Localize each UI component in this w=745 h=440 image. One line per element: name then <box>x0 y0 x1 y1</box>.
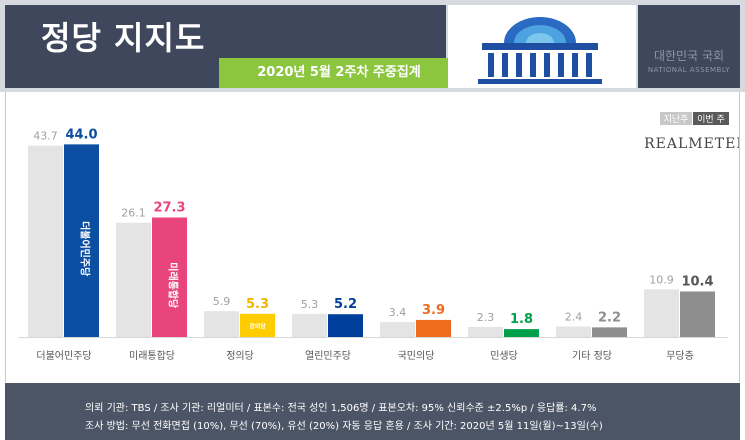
value-label-prev: 5.3 <box>301 298 319 311</box>
value-label-prev: 10.9 <box>649 273 674 286</box>
bar-prev-week <box>380 322 415 337</box>
chart-frame: 지난주 이번 주 REALMETER 43.7 44.0 더불어민주당 더불어민주당 26.1… <box>5 92 740 382</box>
header: 정당 지지도 2020년 5월 2주차 주중집계 대한민국 국회 NATIONA… <box>0 0 745 92</box>
survey-info-line-2: 조사 방법: 무선 전화면접 (10%), 무선 (70%), 유선 (20%)… <box>85 421 603 432</box>
value-label-prev: 26.1 <box>121 207 146 220</box>
value-label-curr: 5.2 <box>334 297 357 312</box>
bar-this-week <box>592 327 627 337</box>
bar-inner-party-name: 미래통합당 <box>167 262 180 309</box>
org-name-en: NATIONAL ASSEMBLY <box>647 66 731 74</box>
survey-info-footer: 의뢰 기관: TBS / 조사 기관: 리얼미터 / 표본수: 전국 성인 1,… <box>5 383 740 440</box>
legend-prev-swatch <box>660 112 692 125</box>
national-assembly-name-block: 대한민국 국회 NATIONAL ASSEMBLY <box>638 5 740 88</box>
bar-prev-week <box>644 289 679 337</box>
value-label-curr: 10.4 <box>681 274 713 289</box>
x-tick-label: 열린민주당 <box>305 350 351 362</box>
bar-this-week <box>680 291 715 337</box>
org-name-kr: 대한민국 국회 <box>653 49 725 63</box>
bar-this-week <box>504 329 539 337</box>
value-label-curr: 44.0 <box>65 127 97 142</box>
survey-period-label: 2020년 5월 2주차 주중집계 <box>219 58 459 88</box>
bar-prev-week <box>116 222 151 337</box>
x-tick-label: 기타 정당 <box>572 350 612 362</box>
x-tick-label: 미래통합당 <box>129 350 175 362</box>
bar-this-week <box>64 144 99 337</box>
survey-info-line-1: 의뢰 기관: TBS / 조사 기관: 리얼미터 / 표본수: 전국 성인 1,… <box>85 403 597 414</box>
bar-prev-week <box>292 313 327 337</box>
legend-curr-label: 이번 주 <box>697 114 725 125</box>
value-label-prev: 5.9 <box>213 295 231 308</box>
bar-prev-week <box>28 145 63 337</box>
bar-prev-week <box>556 326 591 337</box>
x-tick-label: 민생당 <box>490 350 518 362</box>
bar-this-week <box>416 319 451 337</box>
value-label-prev: 2.3 <box>477 311 495 324</box>
value-label-curr: 5.3 <box>246 297 269 312</box>
value-label-curr: 3.9 <box>422 303 445 318</box>
value-label-curr: 1.8 <box>510 312 533 327</box>
x-tick-label: 무당층 <box>666 350 694 362</box>
bar-prev-week <box>468 326 503 337</box>
bar-this-week <box>240 313 275 337</box>
bar-inner-party-name: 더불어민주당 <box>79 221 92 277</box>
page-title: 정당 지지도 <box>41 19 206 57</box>
national-assembly-logo <box>448 5 636 88</box>
bar-this-week <box>328 314 363 337</box>
value-label-prev: 2.4 <box>565 310 583 323</box>
x-tick-label: 더불어민주당 <box>36 350 91 362</box>
value-label-prev: 3.4 <box>389 306 407 319</box>
x-tick-label: 정의당 <box>226 350 254 362</box>
bar-prev-week <box>204 311 239 337</box>
x-tick-label: 국민의당 <box>398 350 435 362</box>
realmeter-brand: REALMETER <box>644 136 739 152</box>
bar-this-week <box>152 217 187 337</box>
legend-prev-label: 지난주 <box>664 114 689 125</box>
value-label-curr: 27.3 <box>153 200 185 215</box>
value-label-prev: 43.7 <box>33 130 58 143</box>
bar-inner-party-name: 정의당 <box>249 322 266 330</box>
value-label-curr: 2.2 <box>598 310 621 325</box>
legend-curr-swatch <box>693 112 729 125</box>
assembly-building-icon <box>478 17 602 84</box>
